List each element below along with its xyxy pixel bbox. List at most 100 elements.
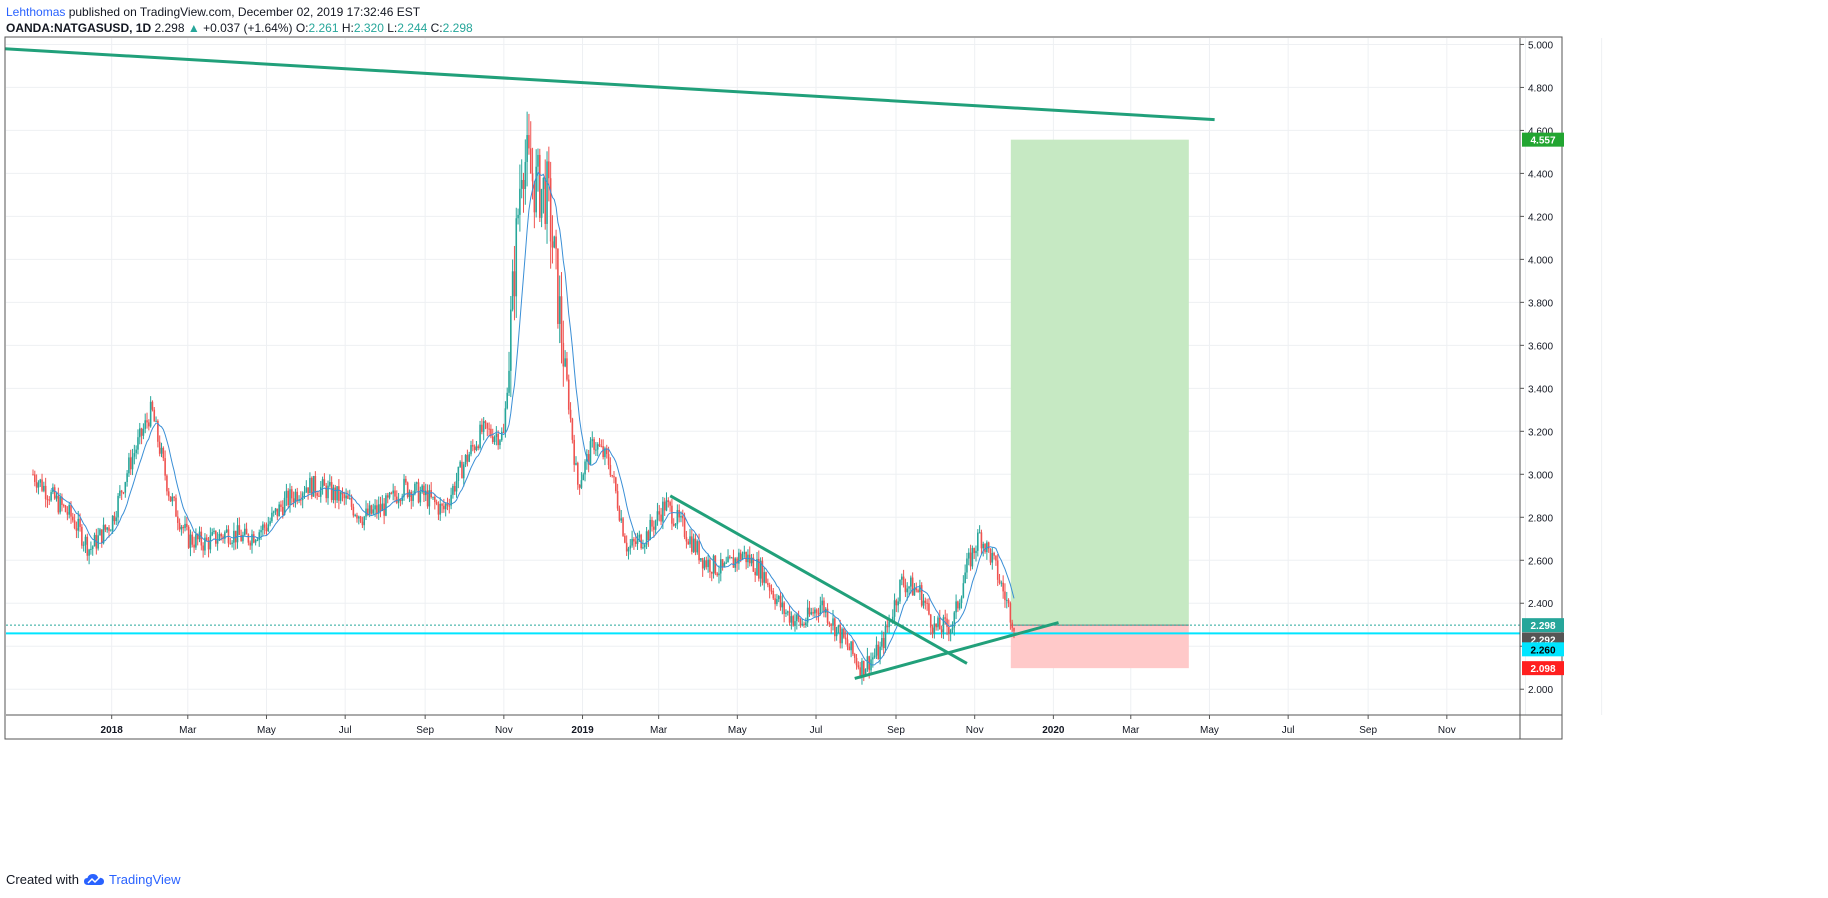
candle-body bbox=[604, 448, 606, 458]
candle-body bbox=[855, 657, 858, 666]
y-tick-label: 2.400 bbox=[1528, 599, 1553, 610]
symbol-label[interactable]: OANDA:NATGASUSD, 1D bbox=[6, 21, 152, 35]
candle-body bbox=[861, 660, 863, 677]
candle-body bbox=[148, 422, 150, 427]
candle-body bbox=[942, 617, 945, 633]
moving-average-line bbox=[50, 170, 1015, 666]
candle-body bbox=[703, 560, 706, 569]
candle-body bbox=[102, 524, 105, 544]
candle-body bbox=[819, 605, 822, 615]
candle-body bbox=[245, 528, 248, 535]
candle-body bbox=[171, 496, 174, 502]
candle-body bbox=[138, 428, 141, 438]
candle-body bbox=[166, 475, 168, 492]
candle-body bbox=[79, 518, 81, 527]
candle-body bbox=[866, 656, 869, 670]
candle-body bbox=[253, 534, 255, 543]
candle-body bbox=[884, 625, 887, 649]
stop-zone bbox=[1010, 625, 1189, 669]
candle-body bbox=[289, 489, 291, 506]
candle-body bbox=[940, 629, 943, 633]
candle-body bbox=[513, 271, 516, 297]
candle-body bbox=[783, 602, 785, 614]
candle-body bbox=[676, 509, 679, 525]
candle-body bbox=[643, 544, 646, 548]
trendlines bbox=[4, 47, 1215, 680]
candle-body bbox=[987, 542, 990, 549]
candle-body bbox=[186, 523, 188, 527]
candle-body bbox=[815, 609, 818, 613]
candle-body bbox=[48, 499, 51, 501]
footer: Created with TradingView bbox=[6, 872, 181, 887]
candle-body bbox=[410, 491, 413, 502]
candle-body bbox=[345, 495, 347, 499]
candle-body bbox=[307, 487, 309, 494]
candle-body bbox=[72, 516, 74, 521]
candle-body bbox=[405, 478, 407, 483]
candle-body bbox=[124, 482, 127, 493]
candle-body bbox=[555, 236, 557, 249]
candle-body bbox=[59, 496, 61, 513]
y-tick-label: 4.400 bbox=[1528, 169, 1553, 180]
candle-body bbox=[137, 437, 139, 450]
candle-body bbox=[649, 519, 651, 541]
candle-body bbox=[106, 527, 108, 530]
candle-body bbox=[683, 518, 686, 537]
candle-body bbox=[281, 506, 284, 515]
x-tick-label: Sep bbox=[416, 725, 434, 736]
x-tick-label: Mar bbox=[650, 725, 668, 736]
candle-body bbox=[823, 600, 825, 613]
candle-body bbox=[247, 534, 250, 543]
candle-body bbox=[917, 590, 919, 593]
candle-body bbox=[108, 527, 110, 531]
candle-body bbox=[864, 669, 867, 675]
candle-body bbox=[560, 296, 563, 343]
candle-body bbox=[678, 509, 680, 518]
candle-body bbox=[830, 624, 832, 626]
price-tag-label: 2.292 bbox=[1530, 635, 1555, 646]
candle-body bbox=[767, 582, 769, 585]
candle-body bbox=[832, 618, 834, 626]
candle-body bbox=[200, 531, 203, 546]
tradingview-brand[interactable]: TradingView bbox=[108, 872, 181, 887]
candle-body bbox=[327, 485, 329, 499]
candle-body bbox=[691, 536, 693, 552]
candle-body bbox=[437, 503, 440, 515]
candle-body bbox=[209, 535, 212, 550]
candle-body bbox=[133, 453, 136, 457]
candle-body bbox=[90, 548, 92, 550]
candle-body bbox=[897, 601, 899, 606]
candle-body bbox=[946, 618, 948, 628]
candle-body bbox=[792, 616, 794, 626]
candle-body bbox=[949, 629, 952, 634]
candle-body bbox=[843, 628, 845, 638]
candle-body bbox=[1013, 627, 1015, 632]
author-link[interactable]: Lehthomas bbox=[6, 5, 66, 19]
y-tick-label: 4.600 bbox=[1528, 126, 1553, 137]
candle-body bbox=[34, 474, 36, 482]
candle-body bbox=[522, 179, 525, 190]
candle-body bbox=[991, 553, 994, 563]
candle-body bbox=[582, 474, 585, 481]
up-arrow-icon: ▲ bbox=[187, 21, 200, 35]
candle-body bbox=[129, 457, 132, 470]
time-axis[interactable]: 2018 Mar May Jul Sep Nov 2019 Mar May Jul Sep Nov 20… bbox=[101, 715, 1456, 736]
candle-body bbox=[696, 541, 699, 553]
candle-body bbox=[834, 618, 836, 637]
x-tick-label: Nov bbox=[966, 725, 984, 736]
candle-body bbox=[759, 560, 762, 579]
candle-body bbox=[82, 544, 85, 546]
candle-body bbox=[100, 529, 103, 544]
candle-body bbox=[249, 542, 251, 546]
candle-body bbox=[687, 541, 690, 545]
candle-body bbox=[347, 495, 349, 499]
low-value: 2.244 bbox=[397, 21, 428, 35]
candle-body bbox=[180, 526, 183, 530]
candle-body bbox=[879, 646, 881, 660]
candle-body bbox=[332, 487, 335, 501]
candle-body bbox=[242, 534, 244, 542]
candle-body bbox=[453, 485, 456, 492]
candle-body bbox=[873, 655, 876, 658]
candle-body bbox=[399, 499, 402, 501]
